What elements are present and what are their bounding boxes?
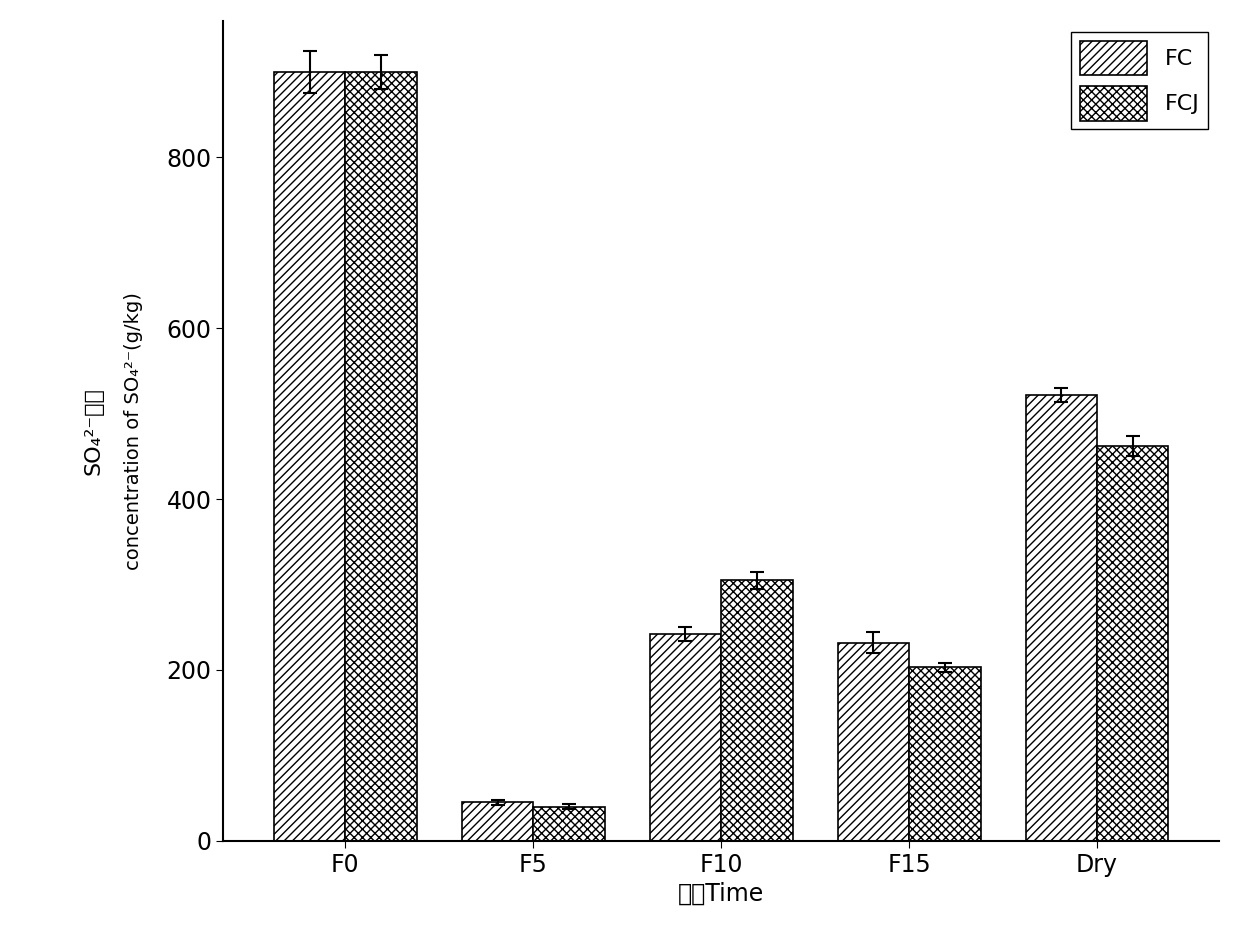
Bar [838, 642, 909, 841]
Bar [1025, 395, 1097, 841]
Text: concentration of SO₄²⁻(g/kg): concentration of SO₄²⁻(g/kg) [124, 292, 143, 570]
Legend: FC, FCJ: FC, FCJ [1071, 32, 1208, 130]
Bar [909, 667, 981, 841]
Bar [722, 580, 792, 841]
Bar [533, 806, 605, 841]
Bar [650, 634, 722, 841]
Bar [1097, 446, 1168, 841]
Bar [274, 72, 346, 841]
Text: SO₄²⁻浓度: SO₄²⁻浓度 [84, 387, 104, 475]
Bar [461, 803, 533, 841]
X-axis label: 时间Time: 时间Time [678, 883, 764, 907]
Bar [346, 72, 417, 841]
